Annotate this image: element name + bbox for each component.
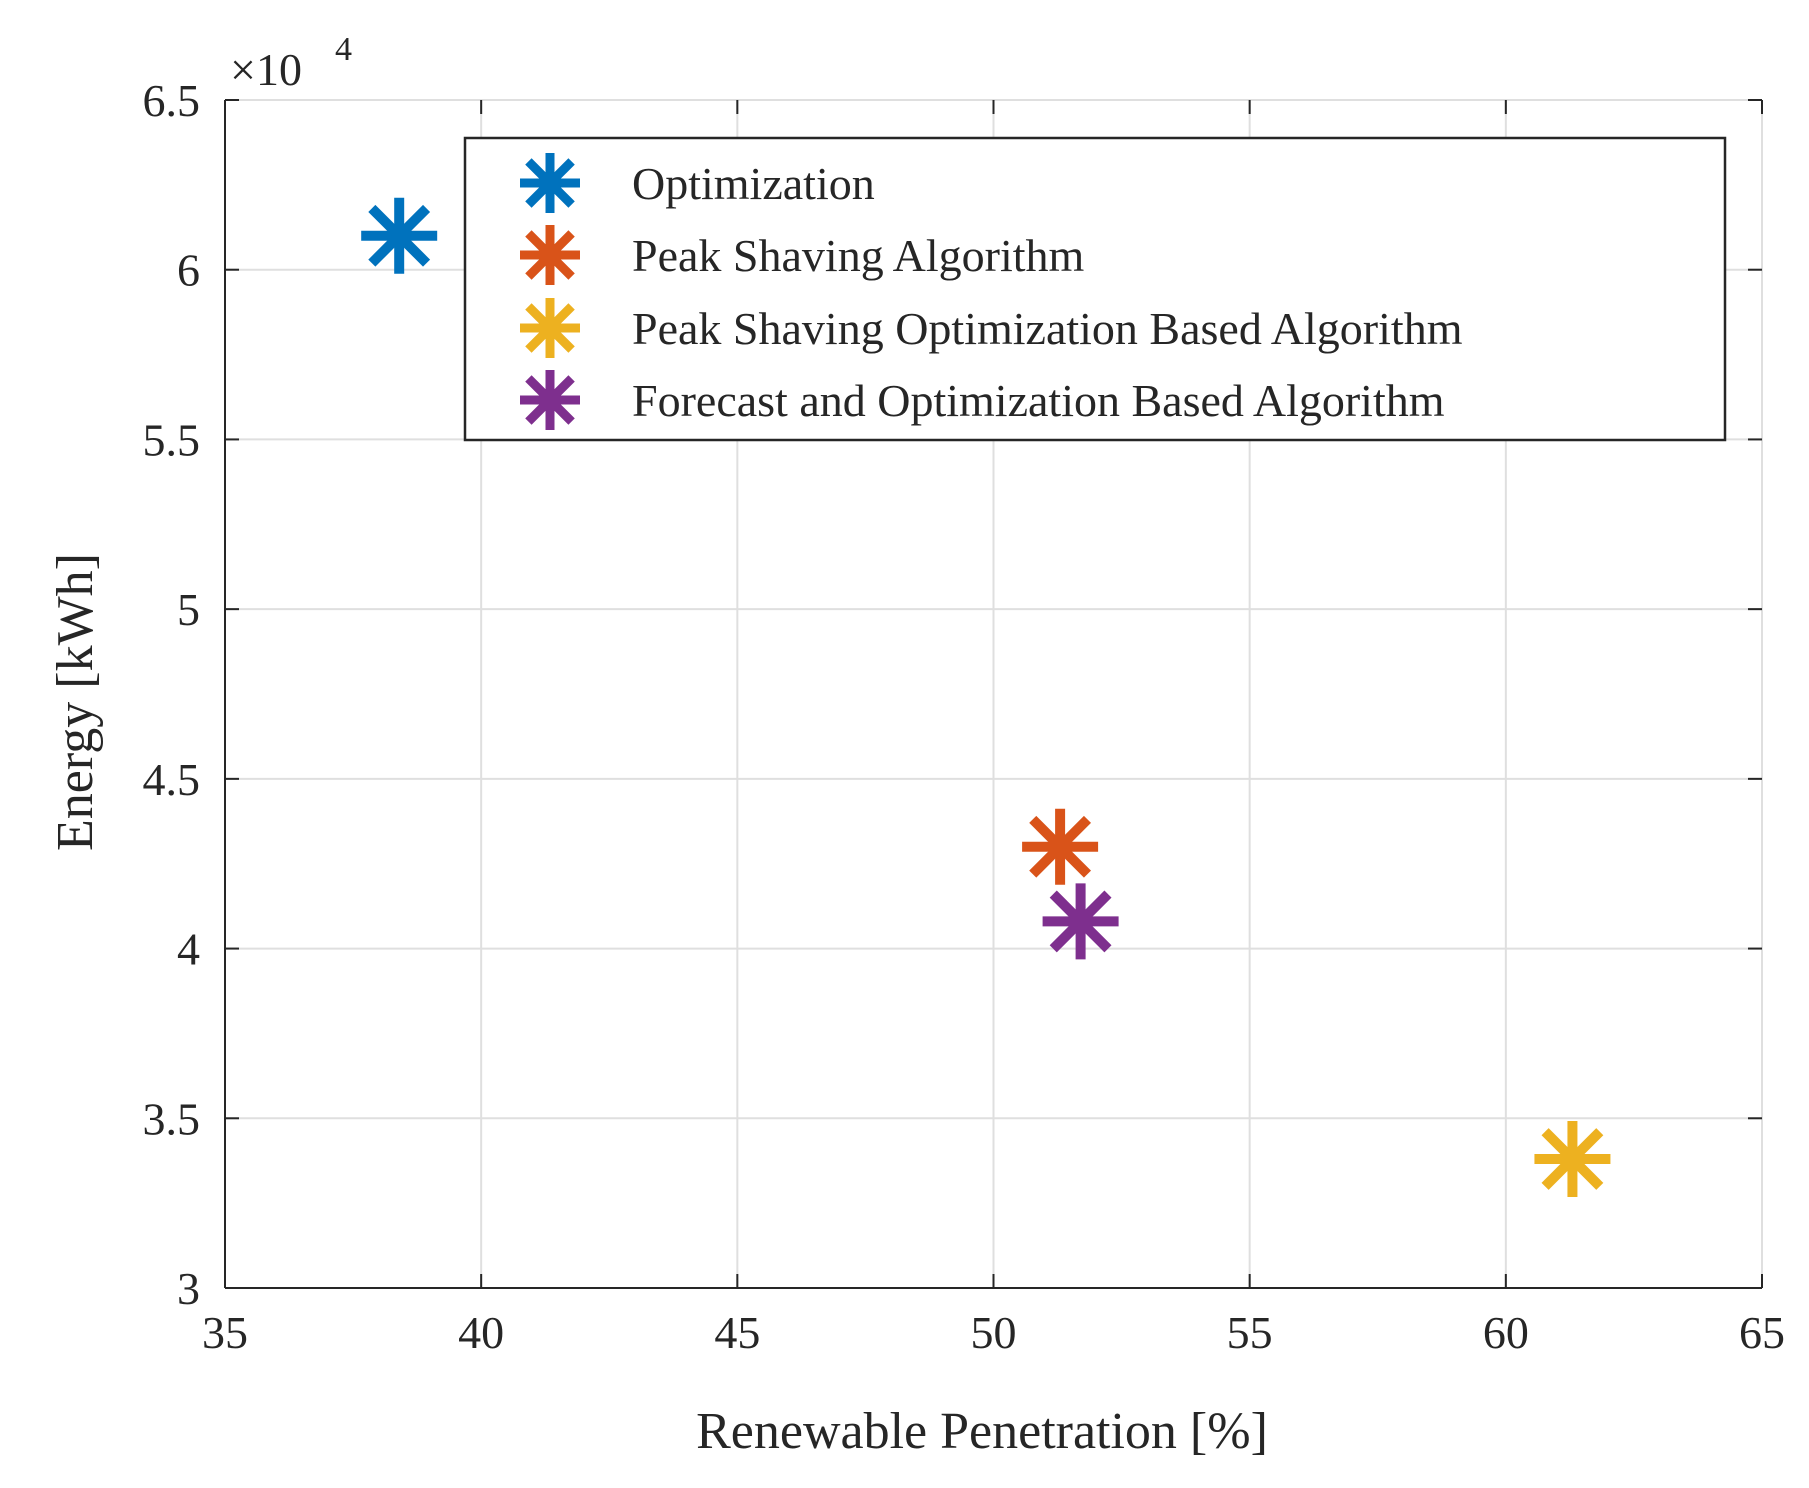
y-exponent-base: ×10 — [230, 44, 302, 95]
y-tick-label: 3 — [177, 1263, 200, 1314]
x-tick-label: 55 — [1227, 1307, 1273, 1358]
y-tick-label: 3.5 — [143, 1093, 201, 1144]
marker-stroke — [1541, 1128, 1604, 1190]
x-tick-label: 35 — [202, 1307, 248, 1358]
legend-marker — [520, 298, 580, 358]
marker-stroke — [368, 204, 431, 267]
point-peak-shaving-algorithm — [1022, 808, 1099, 885]
y-tick-label: 5 — [177, 584, 200, 635]
y-tick-label: 6.5 — [143, 75, 201, 126]
data-points — [361, 197, 1611, 1198]
y-tick-label: 4 — [177, 924, 200, 975]
y-axis-ticks: 3 3.5 4 4.5 5 5.5 6 6.5 — [143, 75, 1762, 1314]
x-axis-title: Renewable Penetration [%] — [696, 1403, 1268, 1460]
y-exponent-power: 4 — [335, 31, 352, 68]
x-tick-label: 50 — [971, 1307, 1017, 1358]
y-tick-label: 5.5 — [143, 414, 201, 465]
legend: Optimization Peak Shaving Algorithm Peak S… — [463, 136, 1727, 442]
legend-label: Peak Shaving Algorithm — [632, 230, 1085, 281]
y-tick-label: 6 — [177, 245, 200, 296]
legend-marker — [520, 153, 580, 213]
x-tick-label: 60 — [1483, 1307, 1529, 1358]
marker-stroke — [1049, 890, 1112, 953]
marker-stroke — [525, 158, 575, 208]
x-tick-label: 45 — [714, 1307, 760, 1358]
point-forecast-and-optimization-based-algorithm — [1042, 883, 1119, 960]
y-tick-label: 4.5 — [143, 754, 201, 805]
marker-stroke — [525, 375, 575, 425]
legend-box — [463, 136, 1727, 442]
legend-label: Forecast and Optimization Based Algorith… — [632, 375, 1445, 426]
marker-stroke — [525, 230, 575, 280]
legend-marker — [520, 225, 580, 285]
point-peak-shaving-optimization-based-algorithm — [1534, 1121, 1611, 1198]
y-axis-exponent: ×10 4 — [230, 31, 352, 95]
y-axis-title: Energy [kWh] — [47, 553, 104, 851]
legend-label: Peak Shaving Optimization Based Algorith… — [632, 303, 1463, 354]
legend-marker — [520, 370, 580, 430]
marker-stroke — [1029, 815, 1091, 878]
legend-label: Optimization — [632, 158, 875, 209]
x-tick-label: 40 — [458, 1307, 504, 1358]
point-optimization — [361, 197, 438, 274]
x-tick-label: 65 — [1739, 1307, 1785, 1358]
marker-stroke — [525, 303, 575, 353]
x-axis-ticks: 35 40 45 50 55 60 65 — [202, 100, 1785, 1358]
